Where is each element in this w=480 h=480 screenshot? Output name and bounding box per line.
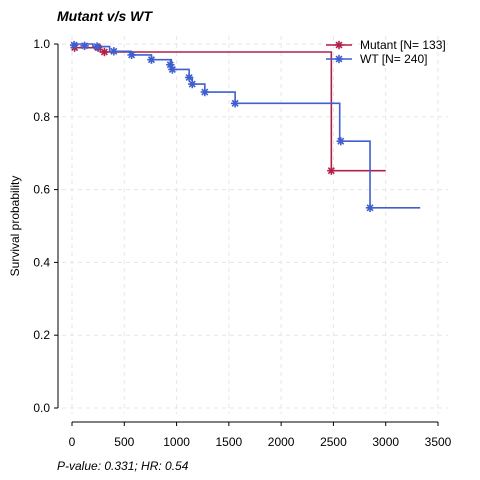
censor-mark-wt-12	[336, 136, 345, 146]
censor-mark-wt-10	[200, 87, 210, 97]
legend-label-wt: WT [N= 240]	[360, 52, 427, 66]
y-tick-label-3: 0.6	[33, 183, 50, 197]
survival-curves	[69, 40, 421, 212]
censor-mark-wt-2	[92, 42, 102, 51]
y-axis-label: Survival probability	[8, 176, 22, 277]
censor-mark-wt-9	[188, 79, 197, 89]
censor-mark-mutant-2	[100, 47, 109, 57]
legend-marker-mutant	[334, 40, 344, 50]
y-tick-label-2: 0.4	[33, 255, 50, 269]
x-tick-label-1: 500	[114, 435, 134, 449]
x-tick-label-7: 3500	[425, 435, 452, 449]
y-tick-label-1: 0.2	[33, 328, 50, 342]
legend: Mutant [N= 133]WT [N= 240]	[326, 38, 446, 66]
x-tick-label-3: 1500	[216, 435, 243, 449]
y-tick-label-5: 1.0	[33, 37, 50, 51]
y-tick-label-0: 0.0	[33, 401, 50, 415]
censor-mark-wt-5	[147, 55, 156, 64]
x-tick-label-0: 0	[69, 435, 76, 449]
censor-mark-wt-3	[109, 47, 119, 56]
legend-marker-wt	[334, 54, 344, 64]
y-tick-label-4: 0.8	[33, 110, 50, 124]
x-tick-label-6: 3000	[372, 435, 399, 449]
censor-mark-wt-11	[230, 99, 240, 108]
censor-mark-wt-4	[127, 50, 136, 60]
grid	[62, 36, 448, 414]
censor-mark-wt-8	[184, 73, 194, 82]
x-tick-label-2: 1000	[163, 435, 190, 449]
x-tick-label-5: 2500	[320, 435, 347, 449]
chart-title: Mutant v/s WT	[57, 8, 153, 24]
censor-mark-wt-7	[168, 65, 177, 74]
censor-mark-mutant-3	[327, 166, 336, 175]
axes: 0.0 0.2 0.4 0.6 0.8 1.0 0 500 1000 1500 2000 2500 30…	[33, 37, 451, 449]
censor-mark-wt-0	[69, 40, 79, 50]
censor-mark-wt-13	[365, 203, 375, 212]
censor-mark-wt-1	[80, 41, 89, 51]
footnote-pvalue-hr: P-value: 0.331; HR: 0.54	[57, 459, 189, 473]
x-tick-label-4: 2000	[268, 435, 295, 449]
legend-label-mutant: Mutant [N= 133]	[360, 38, 446, 52]
